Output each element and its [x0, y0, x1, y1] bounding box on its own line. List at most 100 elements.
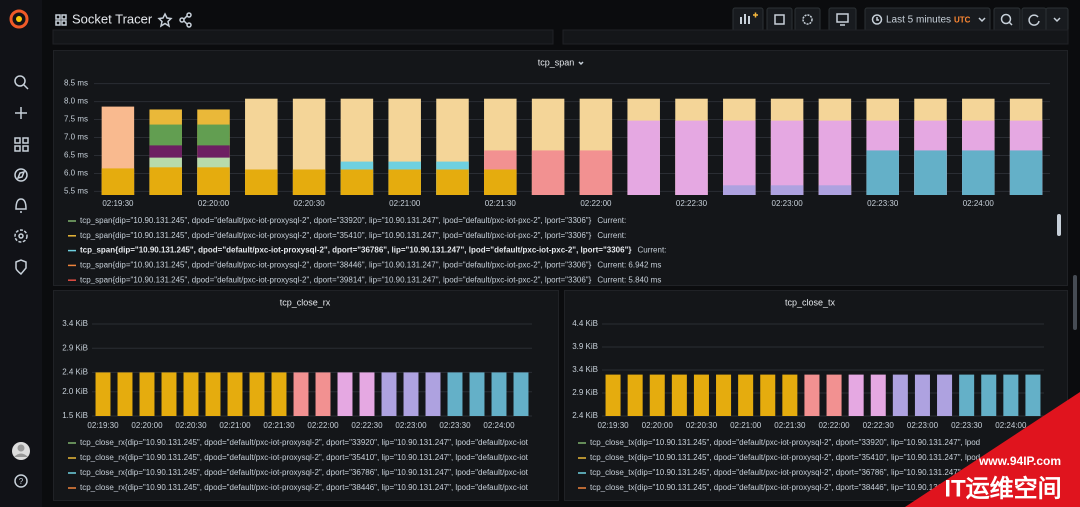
y-tick-label: 2.9 KiB	[572, 388, 598, 397]
time-range[interactable]: Last 5 minutes	[886, 15, 951, 26]
plot	[101, 98, 1043, 195]
bar	[1025, 374, 1041, 416]
bar	[491, 372, 507, 416]
bar	[340, 169, 374, 195]
alerting-icon[interactable]	[15, 198, 27, 213]
x-tick-label: 02:22:30	[863, 421, 895, 430]
y-tick-label: 3.4 KiB	[572, 365, 598, 374]
bar	[161, 372, 177, 416]
bar	[914, 374, 930, 416]
legend-scrollbar[interactable]	[1057, 214, 1061, 236]
legend-label: tcp_close_tx{dip="10.90.131.245", dpod="…	[590, 438, 980, 447]
y-tick-label: 8.5 ms	[64, 79, 88, 88]
bar	[627, 374, 643, 416]
x-tick-label: 02:23:30	[439, 421, 471, 430]
dashboard-grid-icon[interactable]	[55, 14, 67, 26]
x-tick-label: 02:23:30	[867, 199, 899, 208]
plot	[95, 372, 529, 416]
bar	[513, 372, 529, 416]
x-tick-label: 02:20:30	[686, 421, 718, 430]
bar	[649, 374, 665, 416]
y-tick-label: 7.5 ms	[64, 115, 88, 124]
bar	[937, 374, 953, 416]
config-icon[interactable]	[14, 229, 28, 243]
legend-current: Current:	[597, 216, 626, 225]
view-mode-button[interactable]	[828, 7, 857, 32]
bar	[826, 374, 842, 416]
charts: tcp_span 8.5 ms 8.0 ms 7.5 ms 7.0 ms 6.5 ms 6.…	[62, 57, 1050, 492]
save-button[interactable]	[766, 7, 793, 32]
bar	[381, 372, 397, 416]
x-tick-label: 02:24:00	[963, 199, 995, 208]
bar	[962, 150, 995, 195]
panel-menu-caret[interactable]	[578, 61, 584, 66]
zoom-out-button[interactable]	[993, 7, 1021, 32]
bar	[101, 168, 135, 195]
panel-title: tcp_close_rx	[280, 297, 331, 307]
x-tick-label: 02:22:30	[351, 421, 383, 430]
legend-current: Current: 5.840 ms	[597, 275, 661, 284]
search-icon[interactable]	[14, 75, 29, 90]
y-tick-label: 8.0 ms	[64, 97, 88, 106]
panel-title: tcp_span	[538, 57, 575, 67]
page-scrollbar[interactable]	[1073, 275, 1077, 330]
bar	[469, 372, 485, 416]
x-tick-label: 02:21:00	[730, 421, 762, 430]
legend-label: tcp_span{dip="10.90.131.245", dpod="defa…	[80, 246, 631, 255]
y-tick-label: 1.5 KiB	[62, 411, 88, 420]
bar	[271, 372, 287, 416]
x-tick-label: 02:19:30	[102, 199, 134, 208]
create-icon[interactable]	[15, 107, 27, 119]
share-icon[interactable]	[179, 12, 192, 28]
bar	[981, 374, 997, 416]
y-tick-label: 5.5 ms	[64, 187, 88, 196]
bar	[866, 150, 899, 195]
x-tick-label: 02:23:00	[907, 421, 939, 430]
user-avatar[interactable]	[12, 442, 30, 460]
legend-current: Current:	[597, 231, 626, 240]
y-tick-label: 7.0 ms	[64, 133, 88, 142]
add-panel-button[interactable]	[732, 7, 764, 32]
star-icon[interactable]	[157, 12, 173, 28]
bar	[95, 372, 111, 416]
settings-button[interactable]	[794, 7, 821, 32]
bar	[693, 374, 709, 416]
x-tick-label: 02:21:00	[219, 421, 251, 430]
grafana-logo[interactable]	[9, 9, 29, 29]
dashboard-title[interactable]: Socket Tracer	[72, 11, 153, 26]
legend-label: tcp_close_rx{dip="10.90.131.245", dpod="…	[80, 468, 529, 477]
x-tick-label: 02:22:00	[580, 199, 612, 208]
bar	[848, 374, 864, 416]
legend-label: tcp_span{dip="10.90.131.245", dpod="defa…	[80, 261, 592, 270]
explore-icon[interactable]	[14, 168, 28, 182]
x-tick-label: 02:20:30	[175, 421, 207, 430]
time-picker[interactable]	[864, 7, 991, 32]
bar	[738, 374, 754, 416]
shield-icon[interactable]	[15, 259, 27, 276]
bar	[447, 372, 463, 416]
legend-current: Current: 6.942 ms	[597, 261, 661, 270]
bar	[425, 372, 441, 416]
help-icon[interactable]: ?	[14, 474, 28, 488]
bar	[197, 167, 230, 195]
bar	[315, 372, 331, 416]
legend-label: tcp_close_tx{dip="10.90.131.245", dpod="…	[590, 468, 980, 477]
refresh-button[interactable]	[1021, 7, 1047, 32]
panel-title: tcp_close_tx	[785, 297, 836, 307]
bar	[249, 372, 265, 416]
timezone: UTC	[954, 16, 971, 25]
sidebar	[0, 0, 42, 507]
bar	[292, 169, 326, 195]
x-tick-label: 02:21:30	[774, 421, 806, 430]
legend: tcp_close_tx{dip="10.90.131.245", dpod="…	[578, 438, 980, 492]
x-tick-label: 02:21:00	[389, 199, 421, 208]
bar	[1003, 374, 1019, 416]
dashboards-icon[interactable]	[14, 137, 29, 152]
x-tick-label: 02:22:00	[818, 421, 850, 430]
bar	[892, 374, 908, 416]
legend-label: tcp_close_rx{dip="10.90.131.245", dpod="…	[80, 453, 529, 462]
refresh-interval-button[interactable]	[1045, 7, 1069, 32]
bar	[337, 372, 353, 416]
x-tick-label: 02:20:00	[642, 421, 674, 430]
